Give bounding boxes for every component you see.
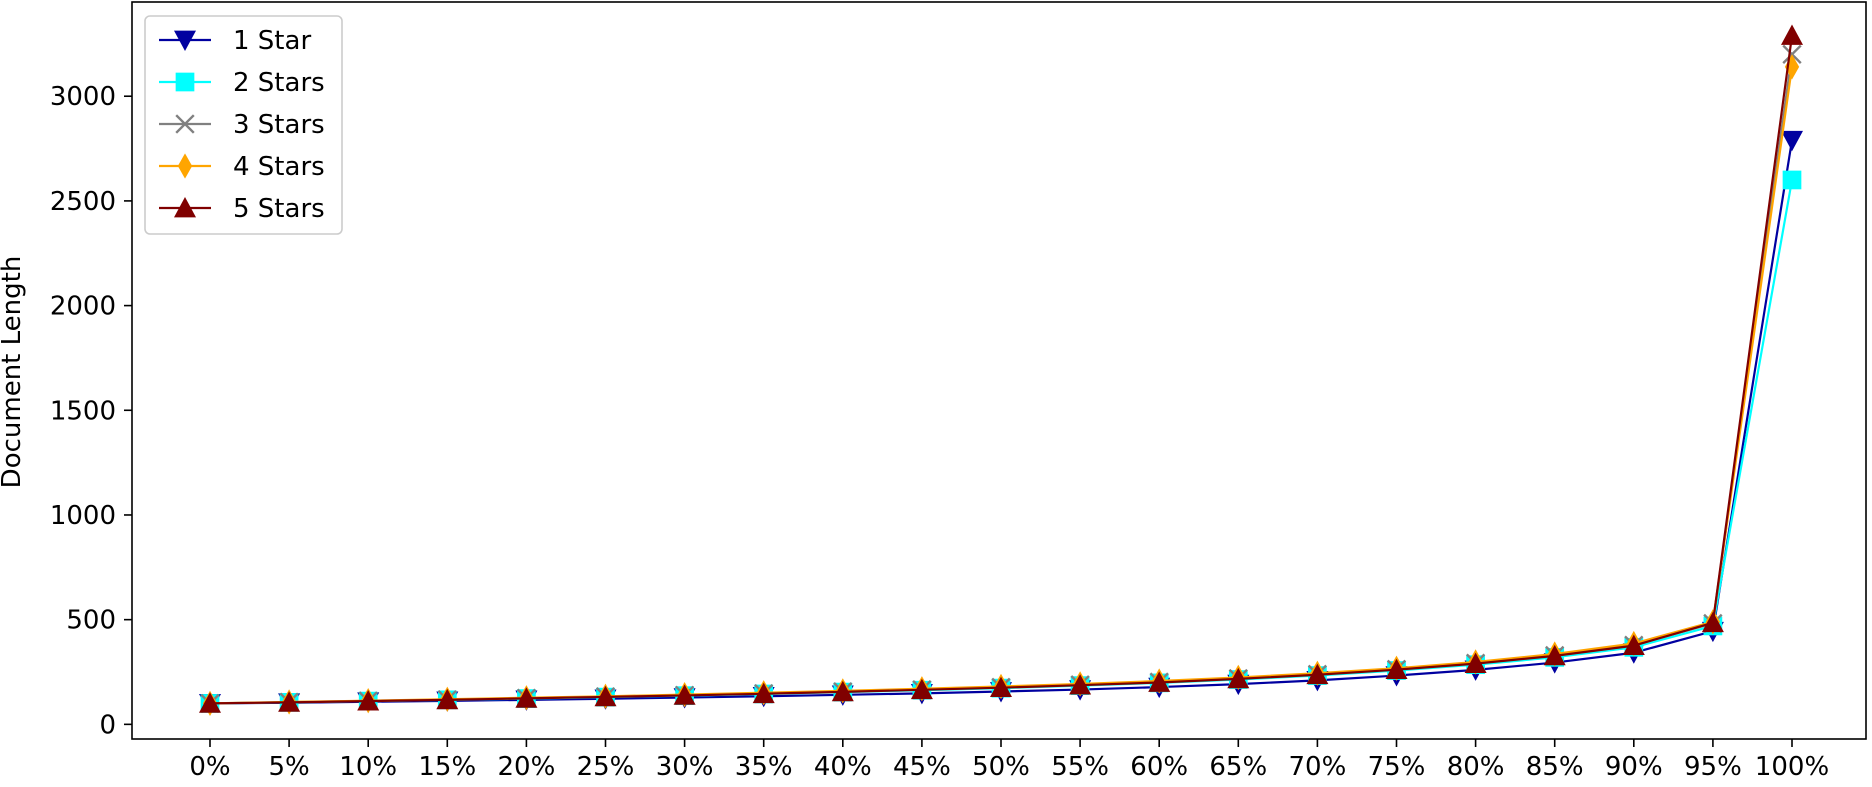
data-point [1148, 671, 1171, 692]
series-4 [199, 24, 1803, 713]
data-point [1385, 658, 1408, 680]
legend-item: 5 Stars [159, 194, 325, 224]
x-tick-label: 15% [418, 752, 476, 782]
legend: 1 Star 2 Stars 3 Stars 4 Stars 5 Stars [144, 15, 343, 235]
series-0 [199, 130, 1803, 715]
x-tick-label: 35% [735, 752, 793, 782]
series-line [209, 66, 1794, 705]
x-tick-label: 50% [972, 752, 1030, 782]
plot-frame [131, 1, 1867, 740]
legend-label: 5 Stars [233, 194, 325, 224]
legend-label: 2 Stars [233, 68, 325, 98]
legend-label: 3 Stars [233, 110, 325, 140]
data-point [515, 687, 538, 708]
y-tick-label: 2500 [50, 187, 116, 217]
data-point [752, 682, 775, 704]
legend-item: 4 Stars [159, 152, 325, 182]
data-point [1701, 611, 1724, 633]
data-point [357, 690, 380, 711]
x-tick-label: 95% [1684, 752, 1742, 782]
legend-label: 4 Stars [233, 152, 325, 182]
x-tick-label: 80% [1447, 752, 1505, 782]
x-tick-label: 85% [1526, 752, 1584, 782]
x-tick-label: 55% [1051, 752, 1109, 782]
x-tick-label: 100% [1755, 752, 1829, 782]
data-point [1781, 24, 1803, 45]
x-tick-label: 65% [1209, 752, 1267, 782]
x-tick-label: 5% [268, 752, 309, 782]
legend-box [144, 15, 343, 235]
legend-marker [174, 30, 196, 51]
y-tick-label: 1000 [50, 501, 116, 531]
series-line [209, 35, 1794, 705]
x-tick-label: 25% [577, 752, 635, 782]
series-2 [200, 44, 1802, 714]
data-point [910, 678, 933, 700]
y-tick-label: 1500 [50, 396, 116, 426]
series-line [209, 54, 1794, 705]
data-point [1781, 130, 1803, 152]
legend-marker [175, 72, 195, 92]
x-tick-label: 40% [814, 752, 872, 782]
x-tick-label: 10% [339, 752, 397, 782]
legend-marker [177, 153, 193, 179]
legend-item: 1 Star [159, 26, 311, 56]
data-point [1464, 652, 1487, 673]
x-tick-label: 75% [1368, 752, 1426, 782]
data-point [1306, 663, 1329, 685]
legend-marker [174, 197, 196, 218]
data-point [1069, 674, 1092, 695]
data-point [673, 684, 696, 705]
x-marker-stroke [175, 114, 195, 134]
x-tick-label: 60% [1130, 752, 1188, 782]
data-point [1543, 644, 1566, 666]
y-axis-label: Document Length [0, 256, 27, 489]
x-tick-label: 0% [189, 752, 230, 782]
series-3 [202, 54, 1800, 717]
x-tick-label: 45% [893, 752, 951, 782]
x-tick-label: 90% [1605, 752, 1663, 782]
y-tick-label: 2000 [50, 292, 116, 322]
legend-item: 3 Stars [159, 110, 325, 140]
data-point [1622, 634, 1645, 655]
data-point [990, 676, 1012, 698]
legend-marker [175, 114, 195, 134]
data-point [594, 685, 617, 707]
data-point [1227, 667, 1250, 689]
data-point [436, 688, 459, 710]
x-tick-label: 70% [1289, 752, 1347, 782]
series-line [209, 179, 1794, 705]
data-point [831, 680, 854, 702]
y-tick-label: 0 [99, 710, 116, 740]
legend-label: 1 Star [233, 26, 311, 56]
series-line [209, 140, 1794, 705]
data-point [278, 691, 301, 712]
data-point [1782, 170, 1802, 190]
legend-item: 2 Stars [159, 68, 325, 98]
x-tick-label: 30% [656, 752, 714, 782]
y-tick-label: 500 [66, 606, 116, 636]
data-point [199, 692, 221, 713]
x-tick-label: 20% [498, 752, 556, 782]
series-1 [200, 170, 1802, 713]
y-tick-label: 3000 [50, 82, 116, 112]
